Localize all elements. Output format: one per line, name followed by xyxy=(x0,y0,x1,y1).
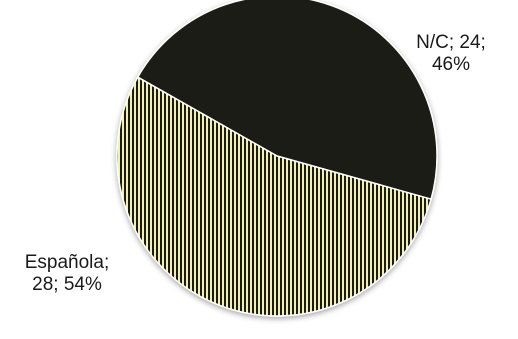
slice-label-n-c: N/C; 24; 46% xyxy=(416,32,486,75)
slice-label-espa-ola: Española; 28; 54% xyxy=(25,252,110,295)
pie-slice-espa-ola xyxy=(116,76,432,317)
pie-labels: N/C; 24; 46% Española; 28; 54% xyxy=(25,32,486,295)
slice-label-line: 46% xyxy=(432,54,470,75)
slice-label-line: 28; 54% xyxy=(32,274,102,295)
slice-label-line: N/C; 24; xyxy=(416,32,486,53)
pie-slices xyxy=(116,0,438,317)
slice-label-line: Española; xyxy=(25,252,110,273)
pie-slice-n-c xyxy=(136,0,438,200)
